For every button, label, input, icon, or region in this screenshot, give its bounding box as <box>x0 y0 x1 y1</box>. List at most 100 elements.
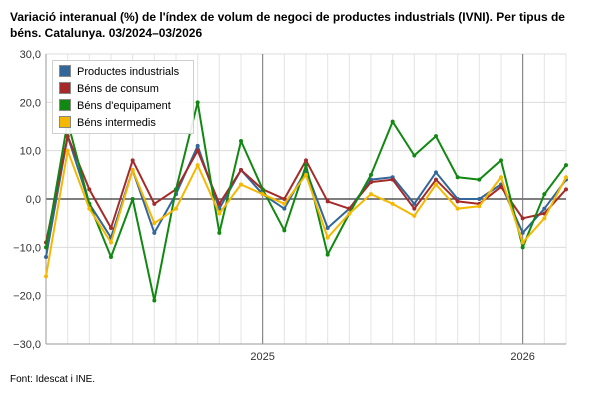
data-point <box>347 211 352 216</box>
data-point <box>304 158 308 163</box>
data-point <box>477 204 482 209</box>
y-tick-label: −20,0 <box>13 291 41 303</box>
source-note: Font: Idescat i INE. <box>10 374 96 385</box>
y-tick-label: −30,0 <box>13 339 41 351</box>
data-point <box>455 206 460 211</box>
data-point <box>239 139 243 143</box>
legend: Productes industrials Béns de consum Béns … <box>52 60 194 134</box>
data-point <box>217 201 222 206</box>
data-point <box>152 298 157 303</box>
data-point <box>542 216 547 221</box>
data-point <box>455 175 460 180</box>
data-point <box>499 175 503 180</box>
y-tick-label: 10,0 <box>20 146 41 158</box>
data-point <box>195 143 200 148</box>
data-point <box>195 163 200 168</box>
data-point <box>239 168 243 172</box>
data-point <box>282 197 287 201</box>
data-point <box>195 100 200 105</box>
legend-item: Béns d'equipament <box>59 99 171 113</box>
axes: −30,0 −20,0 −10,0 0,0 10,0 20,0 30,0 2025 2026 <box>13 49 566 363</box>
data-point <box>260 192 265 197</box>
y-tick-label: 0,0 <box>26 194 41 206</box>
data-point <box>434 170 438 175</box>
data-point <box>347 206 352 211</box>
data-point <box>152 230 157 235</box>
data-point <box>304 172 308 177</box>
y-tick-label: 30,0 <box>20 49 41 61</box>
data-point <box>217 211 222 216</box>
x-tick-label: 2025 <box>250 351 274 363</box>
data-point <box>174 206 178 211</box>
data-point <box>65 134 70 139</box>
data-point <box>174 187 178 192</box>
data-point <box>109 255 113 259</box>
legend-swatch <box>59 116 71 128</box>
data-point <box>542 192 547 197</box>
data-point <box>195 148 200 153</box>
data-point <box>239 182 243 187</box>
data-point <box>564 187 568 192</box>
y-tick-label: −10,0 <box>13 242 41 254</box>
legend-item: Béns intermedis <box>59 116 156 130</box>
data-point <box>152 201 157 206</box>
data-point <box>520 245 525 250</box>
data-point <box>390 177 395 182</box>
data-point <box>44 255 48 259</box>
legend-item: Béns de consum <box>59 82 159 96</box>
data-point <box>260 187 265 192</box>
data-point <box>282 201 287 206</box>
data-point <box>390 119 395 124</box>
data-point <box>44 274 48 279</box>
data-point <box>87 206 92 211</box>
data-point <box>412 213 417 218</box>
data-point <box>130 168 135 172</box>
x-tick-label: 2026 <box>510 351 534 363</box>
data-point <box>369 180 373 185</box>
series-lines <box>44 100 568 303</box>
data-point <box>325 252 330 257</box>
data-point <box>564 175 568 180</box>
data-point <box>477 177 482 182</box>
legend-label: Béns d'equipament <box>77 100 171 112</box>
data-point <box>369 172 373 177</box>
data-point <box>434 134 438 139</box>
data-point <box>217 230 222 235</box>
data-point <box>304 163 308 168</box>
legend-swatch <box>59 65 71 77</box>
data-point <box>130 158 135 163</box>
legend-item: Productes industrials <box>59 65 179 79</box>
data-point <box>325 226 330 230</box>
data-point <box>390 201 395 206</box>
data-point <box>282 206 287 211</box>
data-point <box>109 226 113 230</box>
series-4 <box>44 148 568 279</box>
data-point <box>109 240 113 245</box>
data-point <box>455 199 460 204</box>
data-point <box>87 187 92 192</box>
data-point <box>152 221 157 226</box>
data-point <box>542 206 547 211</box>
legend-label: Productes industrials <box>77 66 180 78</box>
data-point <box>325 235 330 240</box>
data-point <box>477 197 482 201</box>
data-point <box>499 158 503 163</box>
data-point <box>520 216 525 221</box>
data-point <box>434 177 438 182</box>
y-tick-label: 20,0 <box>20 97 41 109</box>
data-point <box>412 153 417 158</box>
data-point <box>282 228 287 233</box>
data-point <box>520 240 525 245</box>
chart-title: Variació interanual (%) de l'índex de vo… <box>10 10 565 40</box>
data-point <box>520 230 525 235</box>
data-point <box>130 197 135 201</box>
data-point <box>499 184 503 189</box>
data-point <box>412 206 417 211</box>
data-point <box>325 199 330 204</box>
legend-swatch <box>59 82 71 94</box>
data-point <box>434 182 438 187</box>
data-point <box>412 201 417 206</box>
legend-label: Béns de consum <box>77 83 159 95</box>
legend-label: Béns intermedis <box>77 117 156 129</box>
